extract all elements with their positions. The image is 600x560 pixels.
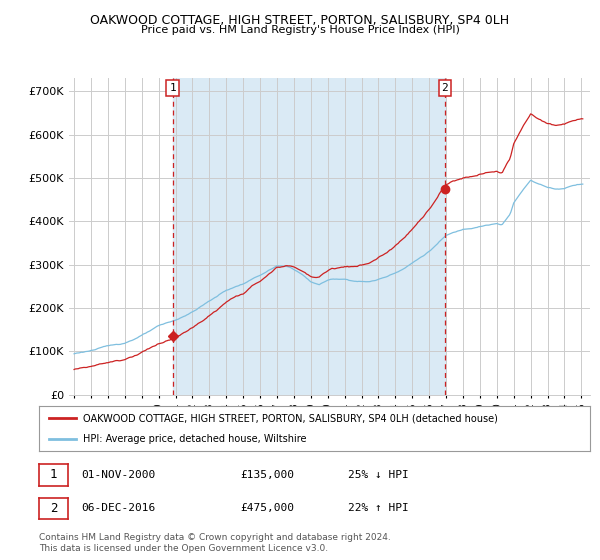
Text: 22% ↑ HPI: 22% ↑ HPI: [348, 503, 409, 514]
Text: £475,000: £475,000: [240, 503, 294, 514]
Text: £135,000: £135,000: [240, 470, 294, 480]
Text: 25% ↓ HPI: 25% ↓ HPI: [348, 470, 409, 480]
Text: 1: 1: [169, 83, 176, 93]
Text: OAKWOOD COTTAGE, HIGH STREET, PORTON, SALISBURY, SP4 0LH: OAKWOOD COTTAGE, HIGH STREET, PORTON, SA…: [91, 14, 509, 27]
Text: HPI: Average price, detached house, Wiltshire: HPI: Average price, detached house, Wilt…: [83, 433, 307, 444]
Text: Price paid vs. HM Land Registry's House Price Index (HPI): Price paid vs. HM Land Registry's House …: [140, 25, 460, 35]
Text: Contains HM Land Registry data © Crown copyright and database right 2024.
This d: Contains HM Land Registry data © Crown c…: [39, 533, 391, 553]
Text: 06-DEC-2016: 06-DEC-2016: [81, 503, 155, 514]
Text: 1: 1: [50, 468, 57, 482]
Text: 01-NOV-2000: 01-NOV-2000: [81, 470, 155, 480]
Text: 2: 2: [50, 502, 57, 515]
Text: 2: 2: [442, 83, 448, 93]
Text: OAKWOOD COTTAGE, HIGH STREET, PORTON, SALISBURY, SP4 0LH (detached house): OAKWOOD COTTAGE, HIGH STREET, PORTON, SA…: [83, 413, 498, 423]
